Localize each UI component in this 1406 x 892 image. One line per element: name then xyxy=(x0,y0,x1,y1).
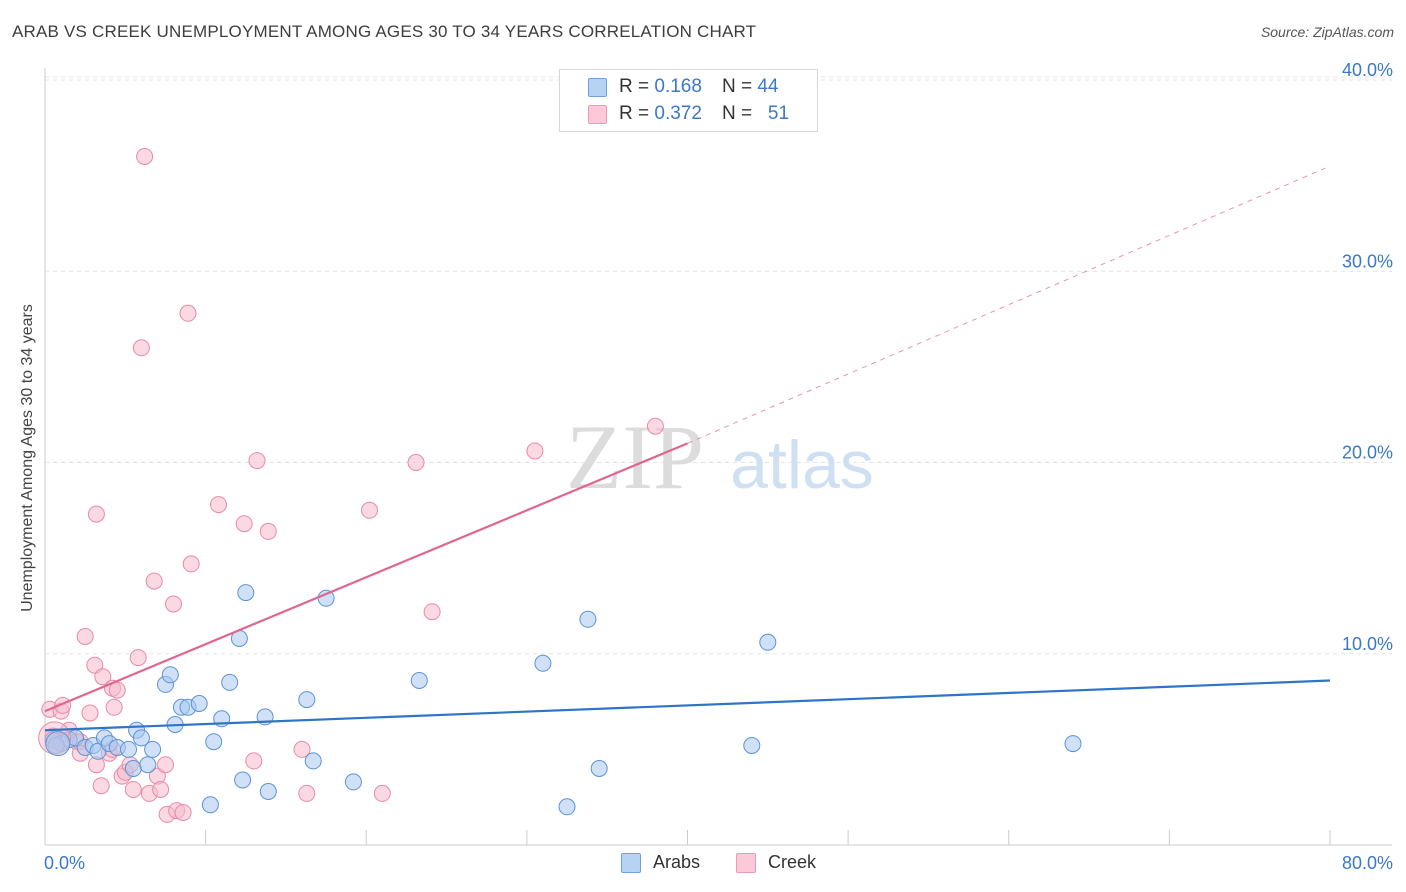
arabs-point xyxy=(124,760,142,777)
creek-point xyxy=(92,777,110,795)
creek-point xyxy=(210,496,227,514)
creek-point xyxy=(179,304,197,322)
arabs-trend-line xyxy=(44,679,1331,732)
creek-point xyxy=(646,417,664,435)
arabs-point xyxy=(558,798,576,816)
arabs-point xyxy=(144,740,162,758)
arabs-point xyxy=(120,740,137,758)
creek-point xyxy=(132,339,150,357)
creek-point xyxy=(76,628,94,645)
creek-point xyxy=(373,784,391,802)
creek-n-label: N = xyxy=(721,103,753,124)
creek-point xyxy=(407,454,425,471)
x-tick-label: 0.0% xyxy=(44,853,85,873)
bottom-arabs-label: Arabs xyxy=(653,852,701,872)
grid-lines xyxy=(45,76,1392,655)
arabs-point xyxy=(190,695,208,712)
creek-trend-line xyxy=(687,165,1331,444)
watermark-atlas: atlas xyxy=(730,427,874,503)
creek-r-value: 0.372 xyxy=(654,103,702,124)
creek-point xyxy=(293,740,311,758)
bottom-creek-label: Creek xyxy=(768,852,817,872)
arabs-point xyxy=(579,610,597,628)
arabs-r-label: R = xyxy=(619,76,650,97)
arabs-n-label: N = xyxy=(721,76,753,97)
y-tick-label: 20.0% xyxy=(1342,443,1393,463)
creek-r-label: R = xyxy=(619,103,650,124)
creek-n-value: 51 xyxy=(767,103,790,124)
arabs-point xyxy=(1064,735,1082,753)
creek-point xyxy=(81,704,99,722)
creek-swatch xyxy=(588,104,607,124)
arabs-n-value: 44 xyxy=(757,76,779,97)
arabs-point xyxy=(45,731,71,757)
y-tick-label: 30.0% xyxy=(1342,251,1393,271)
arabs-point xyxy=(139,756,157,774)
bottom-legend-creek: Creek xyxy=(736,852,816,873)
arabs-point xyxy=(298,691,316,709)
creek-point xyxy=(145,572,163,590)
arabs-point xyxy=(221,673,239,691)
creek-trend-line xyxy=(44,442,688,713)
source-credit: Source: ZipAtlas.com xyxy=(1260,24,1394,40)
legend-row-arabs: R = 0.168 N = 44 xyxy=(588,75,778,99)
arabs-point xyxy=(161,666,179,684)
arabs-point xyxy=(304,752,322,770)
bottom-legend-arabs: Arabs xyxy=(621,852,700,873)
arabs-point xyxy=(534,654,552,672)
x-tick-label: 80.0% xyxy=(1342,853,1393,873)
creek-point xyxy=(235,515,253,533)
arabs-point xyxy=(410,672,428,689)
creek-point xyxy=(152,781,170,798)
bottom-creek-swatch xyxy=(736,852,756,873)
creek-point xyxy=(423,603,441,621)
watermark: ZIP atlas xyxy=(566,406,874,508)
chart-title: ARAB VS CREEK UNEMPLOYMENT AMONG AGES 30… xyxy=(12,22,757,41)
creek-point xyxy=(526,442,544,460)
creek-point xyxy=(124,781,142,798)
creek-point xyxy=(165,595,182,613)
arabs-point xyxy=(234,771,252,789)
creek-point xyxy=(182,555,200,573)
creek-point xyxy=(157,756,174,774)
creek-point xyxy=(105,698,123,716)
legend-row-creek: R = 0.372 N = 51 xyxy=(588,102,789,126)
creek-point xyxy=(259,522,277,540)
arabs-point xyxy=(743,737,761,754)
trend-lines xyxy=(44,165,1331,732)
creek-point xyxy=(174,804,192,821)
creek-point xyxy=(245,752,263,770)
creek-point xyxy=(129,649,147,667)
arabs-point xyxy=(132,729,150,747)
creek-point xyxy=(298,784,316,802)
creek-point xyxy=(136,148,154,165)
watermark-zip: ZIP xyxy=(566,406,704,508)
axes xyxy=(44,68,1392,846)
arabs-point xyxy=(590,760,608,777)
creek-point xyxy=(94,668,112,686)
creek-point xyxy=(248,452,266,470)
tick-labels: 10.0% 20.0% 30.0% 40.0% 0.0% 80.0% xyxy=(44,60,1393,873)
arabs-point xyxy=(205,733,223,751)
arabs-point xyxy=(259,783,277,800)
creek-point xyxy=(87,505,105,523)
arabs-swatch xyxy=(588,77,607,97)
data-points xyxy=(38,148,1082,823)
arabs-point xyxy=(759,633,777,651)
arabs-point xyxy=(201,796,219,814)
stats-legend: R = 0.168 N = 44 R = 0.372 N = 51 xyxy=(559,69,818,132)
creek-point xyxy=(361,501,378,519)
bottom-arabs-swatch xyxy=(621,852,641,873)
arabs-point xyxy=(237,584,255,602)
arabs-r-value: 0.168 xyxy=(654,76,702,97)
arabs-point xyxy=(344,773,362,791)
y-tick-label: 10.0% xyxy=(1342,634,1393,654)
y-tick-label: 40.0% xyxy=(1342,60,1393,80)
